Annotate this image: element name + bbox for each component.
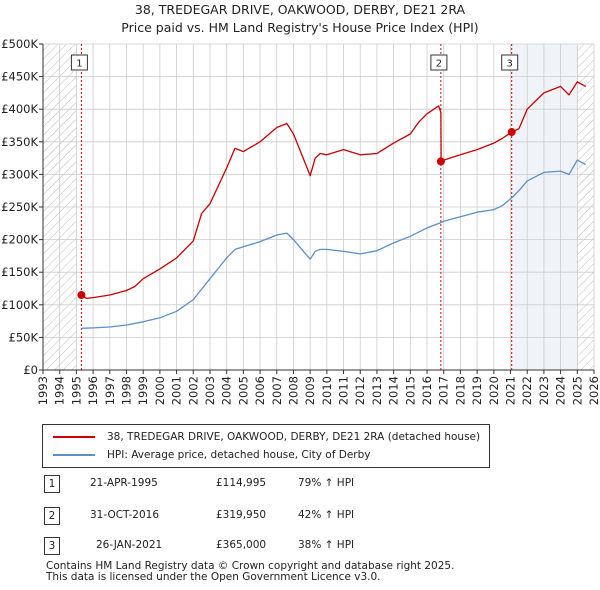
- chart-title-line2: Price paid vs. HM Land Registry's House …: [121, 20, 479, 35]
- y-tick-label: £50K: [9, 330, 39, 344]
- y-tick-label: £400K: [1, 102, 38, 116]
- x-tick-label: 2021: [504, 376, 518, 405]
- legend-item-hpi: HPI: Average price, detached house, City…: [53, 447, 370, 463]
- x-tick-label: 2025: [570, 376, 584, 405]
- x-tick-label: 2006: [253, 376, 267, 405]
- x-tick-label: 2001: [170, 376, 184, 405]
- sale-hpi-change: 38% ↑ HPI: [298, 539, 355, 551]
- x-tick-label: 1994: [53, 376, 67, 405]
- sale-marker-box: [501, 54, 519, 71]
- chart-title-line1: 38, TREDEGAR DRIVE, OAKWOOD, DERBY, DE21…: [134, 2, 466, 17]
- x-tick-label: 2010: [320, 376, 334, 405]
- legend-swatch-hpi: [53, 454, 95, 456]
- y-tick-label: £350K: [1, 135, 38, 149]
- sale-row-3: 3 26-JAN-2021 £365,000 38% ↑ HPI: [44, 537, 564, 555]
- property-series-line: [81, 81, 587, 299]
- sale-price: £114,995: [216, 477, 267, 489]
- x-tick-label: 1993: [36, 376, 50, 405]
- sale-row-1: 1 21-APR-1995 £114,995 79% ↑ HPI: [44, 475, 564, 493]
- x-tick-label: 2017: [437, 376, 451, 405]
- y-tick-label: £200K: [1, 233, 38, 247]
- x-tick-label: 1997: [103, 376, 117, 405]
- x-tick-label: 2020: [487, 376, 501, 405]
- sale-marker-label: 2: [436, 59, 442, 70]
- sale-row-2: 2 31-OCT-2016 £319,950 42% ↑ HPI: [44, 507, 564, 525]
- x-tick-label: 2004: [220, 376, 234, 405]
- y-tick-label: £250K: [1, 200, 38, 214]
- x-tick-label: 2015: [403, 376, 417, 405]
- legend-swatch-property: [53, 436, 95, 438]
- sale-date: 31-OCT-2016: [90, 509, 159, 521]
- sale-marker-label: 3: [506, 59, 512, 70]
- x-tick-label: 1996: [86, 376, 100, 405]
- x-tick-label: 2000: [153, 376, 167, 405]
- x-tick-label: 2014: [387, 376, 401, 405]
- footer-copyright: Contains HM Land Registry data © Crown c…: [46, 560, 455, 572]
- sale-date: 26-JAN-2021: [96, 539, 163, 551]
- sale-point: [436, 157, 445, 166]
- y-tick-label: £300K: [1, 167, 38, 181]
- x-tick-label: 2002: [186, 376, 200, 405]
- x-tick-label: 2007: [270, 376, 284, 405]
- sale-hpi-change: 79% ↑ HPI: [298, 477, 355, 489]
- x-tick-label: 2026: [587, 376, 600, 405]
- y-tick-label: £150K: [1, 265, 38, 279]
- sale-marker-box: [430, 54, 448, 71]
- sale-number-badge: 2: [44, 507, 60, 525]
- sale-marker-box: [70, 54, 88, 71]
- x-tick-label: 2018: [453, 376, 467, 405]
- legend-label-hpi: HPI: Average price, detached house, City…: [107, 449, 371, 461]
- sale-marker-label: 1: [76, 59, 82, 70]
- legend-item-property: 38, TREDEGAR DRIVE, OAKWOOD, DERBY, DE21…: [53, 429, 480, 445]
- x-tick-label: 2008: [286, 376, 300, 405]
- y-tick-label: £500K: [1, 37, 38, 51]
- x-tick-label: 2013: [370, 376, 384, 405]
- x-tick-label: 2009: [303, 376, 317, 405]
- sale-point: [77, 291, 86, 300]
- x-tick-label: 2023: [537, 376, 551, 405]
- x-tick-label: 2024: [554, 376, 568, 405]
- sale-number-badge: 1: [44, 475, 60, 493]
- y-tick-label: £100K: [1, 298, 38, 312]
- x-tick-label: 2005: [236, 376, 250, 405]
- y-tick-label: £450K: [1, 70, 38, 84]
- price-chart: 1 2 3 £0 £50K £100K £150K £200K £250K £300K £350K…: [1, 37, 600, 405]
- sale-price: £365,000: [216, 539, 267, 551]
- footer-licence: This data is licensed under the Open Gov…: [46, 571, 381, 583]
- x-tick-label: 1995: [69, 376, 83, 405]
- x-tick-label: 1999: [136, 376, 150, 405]
- x-tick-label: 2012: [353, 376, 367, 405]
- y-tick-label: £0: [23, 363, 38, 377]
- x-tick-label: 1998: [119, 376, 133, 405]
- x-tick-label: 2003: [203, 376, 217, 405]
- sale-point: [507, 128, 516, 137]
- legend-label-property: 38, TREDEGAR DRIVE, OAKWOOD, DERBY, DE21…: [107, 431, 481, 443]
- hpi-series-line: [81, 159, 587, 329]
- x-tick-label: 2016: [420, 376, 434, 405]
- x-tick-label: 2011: [337, 376, 351, 405]
- sale-date: 21-APR-1995: [90, 477, 158, 489]
- x-tick-label: 2022: [520, 376, 534, 405]
- sale-hpi-change: 42% ↑ HPI: [298, 509, 355, 521]
- x-tick-label: 2019: [470, 376, 484, 405]
- sale-price: £319,950: [216, 509, 267, 521]
- legend: 38, TREDEGAR DRIVE, OAKWOOD, DERBY, DE21…: [42, 424, 490, 468]
- footer: Contains HM Land Registry data © Crown c…: [46, 561, 454, 583]
- sale-number-badge: 3: [44, 537, 60, 555]
